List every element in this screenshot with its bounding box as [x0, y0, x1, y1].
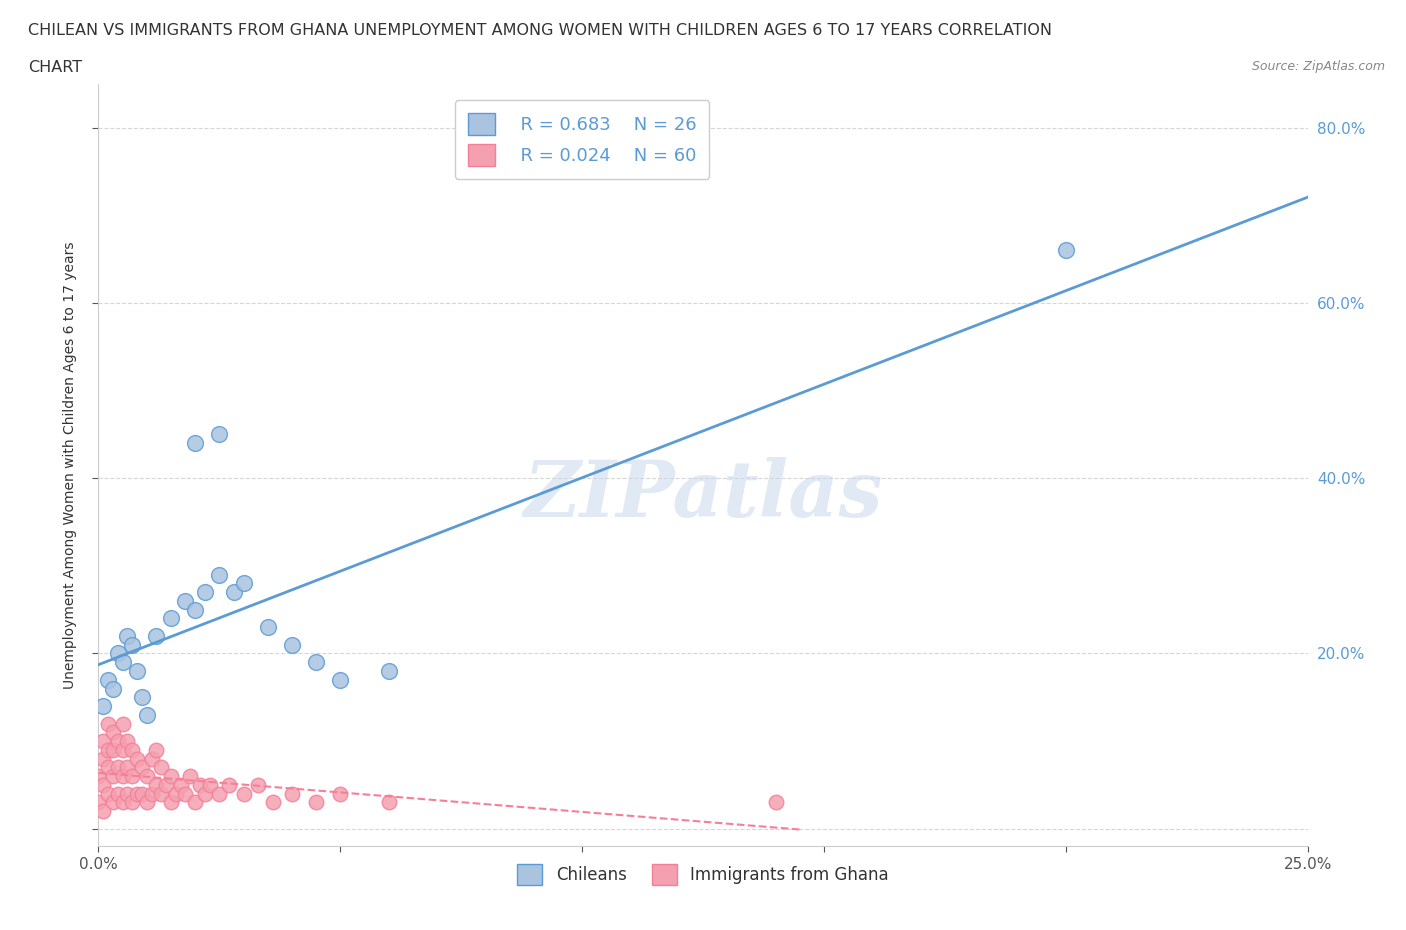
- Point: [155, 777, 177, 792]
- Point: [150, 786, 173, 801]
- Point: [765, 795, 787, 810]
- Point: [107, 646, 129, 661]
- Point: [97, 742, 120, 757]
- Point: [131, 690, 153, 705]
- Point: [184, 795, 207, 810]
- Point: [135, 708, 157, 723]
- Point: [107, 786, 129, 801]
- Point: [101, 724, 124, 739]
- Y-axis label: Unemployment Among Women with Children Ages 6 to 17 years: Unemployment Among Women with Children A…: [63, 241, 77, 689]
- Point: [174, 786, 197, 801]
- Text: Source: ZipAtlas.com: Source: ZipAtlas.com: [1251, 60, 1385, 73]
- Point: [174, 593, 197, 608]
- Point: [329, 672, 352, 687]
- Legend: Chileans, Immigrants from Ghana: Chileans, Immigrants from Ghana: [510, 857, 896, 891]
- Point: [97, 716, 120, 731]
- Point: [91, 804, 114, 818]
- Point: [121, 637, 143, 652]
- Point: [121, 742, 143, 757]
- Point: [101, 795, 124, 810]
- Point: [111, 795, 134, 810]
- Point: [111, 742, 134, 757]
- Point: [97, 786, 120, 801]
- Point: [281, 786, 304, 801]
- Point: [247, 777, 270, 792]
- Point: [329, 786, 352, 801]
- Point: [101, 769, 124, 784]
- Point: [150, 760, 173, 775]
- Text: CHART: CHART: [28, 60, 82, 75]
- Point: [135, 769, 157, 784]
- Point: [198, 777, 221, 792]
- Point: [232, 576, 254, 591]
- Point: [184, 435, 207, 450]
- Point: [91, 777, 114, 792]
- Point: [111, 769, 134, 784]
- Point: [218, 777, 240, 792]
- Point: [117, 734, 139, 749]
- Point: [194, 585, 217, 600]
- Point: [91, 698, 114, 713]
- Point: [179, 769, 201, 784]
- Point: [160, 611, 183, 626]
- Point: [111, 716, 134, 731]
- Point: [91, 734, 114, 749]
- Point: [121, 769, 143, 784]
- Point: [131, 760, 153, 775]
- Point: [97, 672, 120, 687]
- Point: [97, 760, 120, 775]
- Point: [117, 760, 139, 775]
- Point: [107, 734, 129, 749]
- Point: [377, 663, 399, 678]
- Point: [141, 786, 163, 801]
- Point: [169, 777, 191, 792]
- Point: [160, 795, 183, 810]
- Point: [165, 786, 187, 801]
- Point: [188, 777, 211, 792]
- Point: [145, 629, 167, 644]
- Point: [101, 681, 124, 696]
- Point: [145, 777, 167, 792]
- Point: [117, 786, 139, 801]
- Point: [91, 751, 114, 766]
- Point: [127, 786, 149, 801]
- Point: [131, 786, 153, 801]
- Point: [1054, 243, 1077, 258]
- Point: [208, 427, 231, 442]
- Text: CHILEAN VS IMMIGRANTS FROM GHANA UNEMPLOYMENT AMONG WOMEN WITH CHILDREN AGES 6 T: CHILEAN VS IMMIGRANTS FROM GHANA UNEMPLO…: [28, 23, 1052, 38]
- Point: [107, 760, 129, 775]
- Point: [208, 786, 231, 801]
- Point: [111, 655, 134, 670]
- Point: [256, 619, 278, 634]
- Point: [127, 751, 149, 766]
- Point: [305, 655, 328, 670]
- Point: [281, 637, 304, 652]
- Point: [101, 742, 124, 757]
- Point: [232, 786, 254, 801]
- Text: ZIPatlas: ZIPatlas: [523, 458, 883, 534]
- Point: [127, 663, 149, 678]
- Point: [262, 795, 284, 810]
- Point: [145, 742, 167, 757]
- Point: [377, 795, 399, 810]
- Point: [305, 795, 328, 810]
- Point: [194, 786, 217, 801]
- Point: [87, 769, 110, 784]
- Point: [121, 795, 143, 810]
- Point: [208, 567, 231, 582]
- Point: [87, 795, 110, 810]
- Point: [135, 795, 157, 810]
- Point: [117, 629, 139, 644]
- Point: [160, 769, 183, 784]
- Point: [141, 751, 163, 766]
- Point: [222, 585, 245, 600]
- Point: [184, 603, 207, 618]
